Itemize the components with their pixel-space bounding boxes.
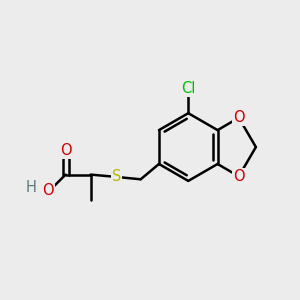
Text: O: O [60,143,71,158]
Text: O: O [233,169,244,184]
Text: H: H [26,180,37,195]
Text: O: O [233,110,244,125]
Text: O: O [42,183,54,198]
Text: S: S [112,169,121,184]
Text: Cl: Cl [181,81,196,96]
